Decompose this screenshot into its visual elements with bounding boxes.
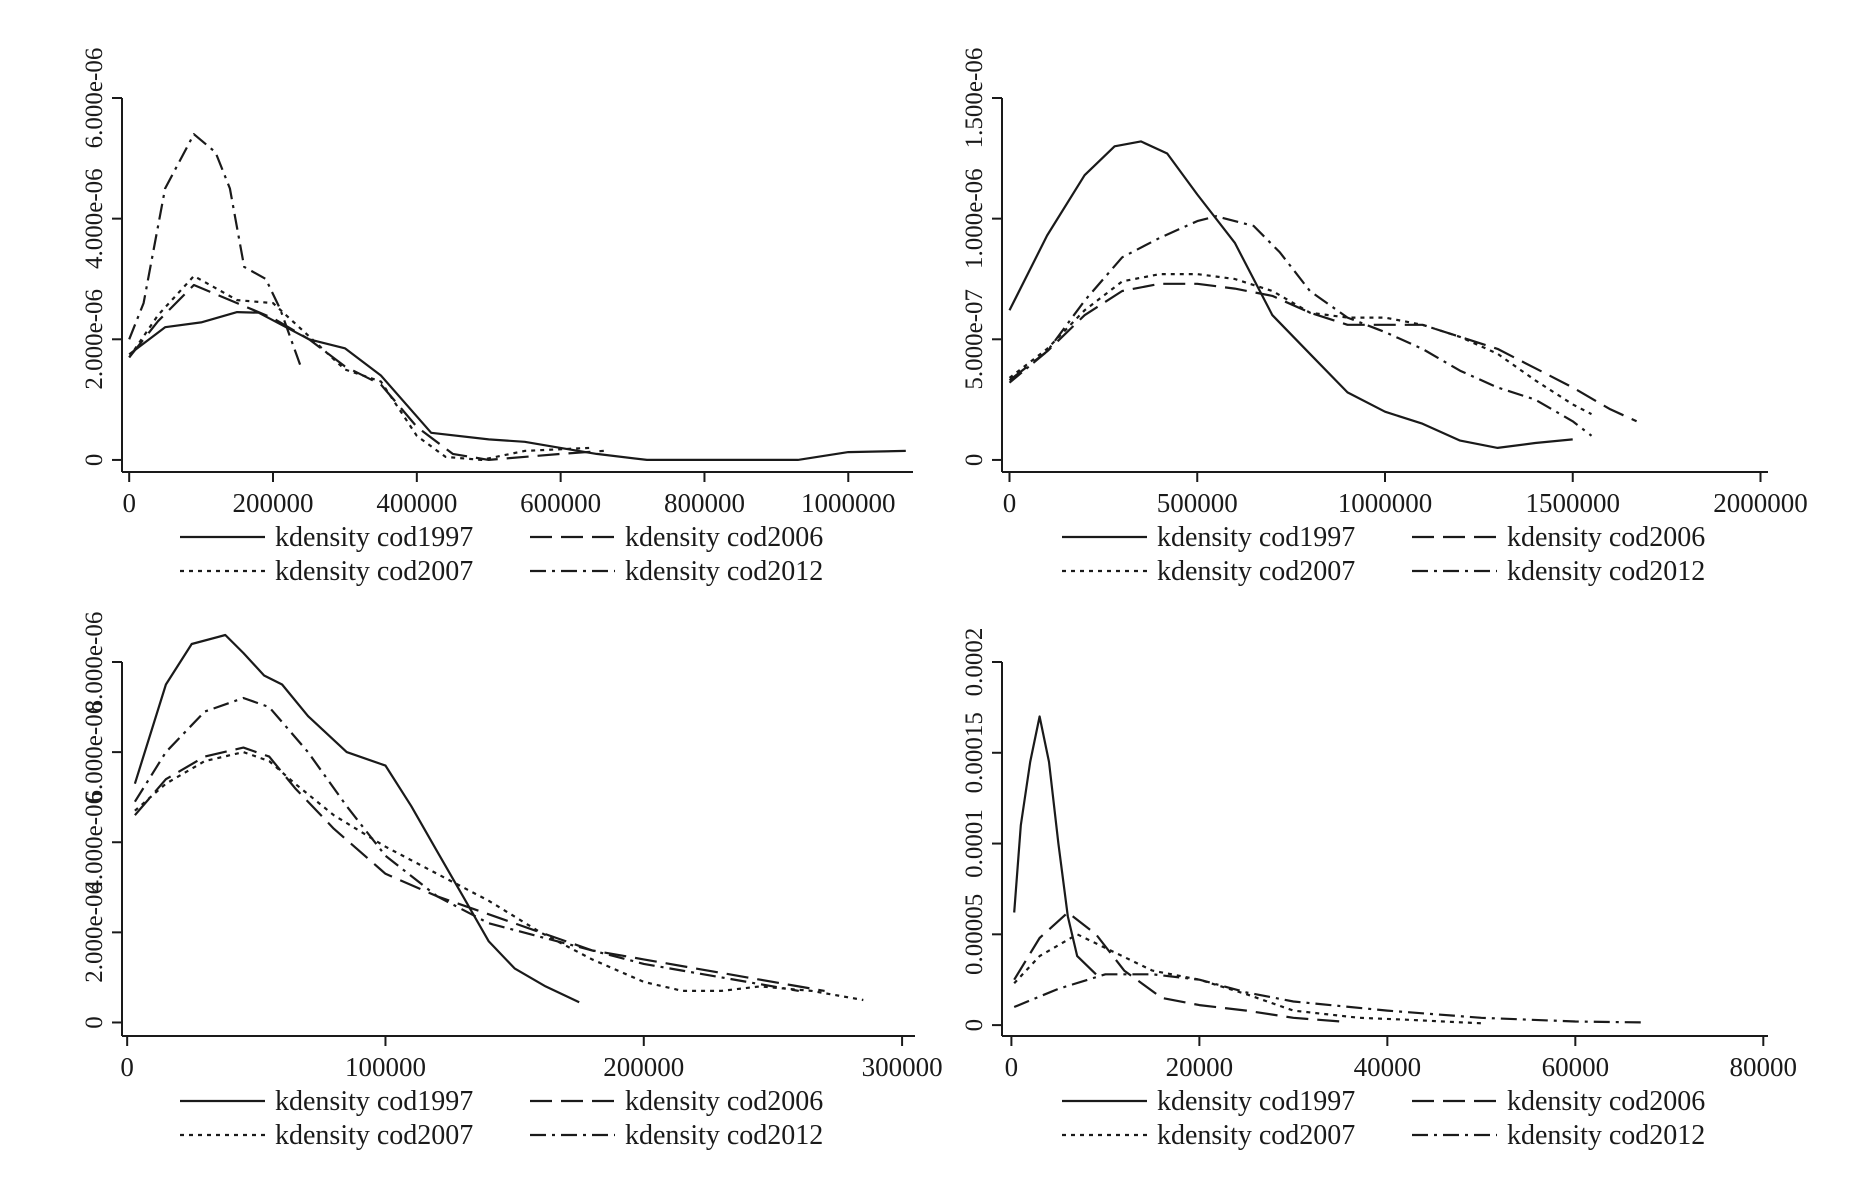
legend-label: kdensity cod2012 — [625, 556, 823, 587]
legend-label: kdensity cod1997 — [1157, 1086, 1355, 1117]
y-tick-label: 4.000e-06 — [81, 792, 108, 893]
series-line-dotted — [1013, 933, 1482, 1025]
series-line-dashdot — [1008, 215, 1593, 437]
x-tick-label: 0 — [1003, 488, 1017, 518]
x-tick-label: 40000 — [1354, 1052, 1422, 1082]
x-tick-label: 200000 — [603, 1052, 684, 1082]
y-tick-label: 2.000e-06 — [81, 289, 108, 390]
y-tick-label: 0.00015 — [961, 712, 988, 793]
x-tick-label: 800000 — [664, 488, 745, 518]
legend-label: kdensity cod2007 — [275, 1120, 473, 1151]
series-line-solid — [133, 633, 580, 1004]
x-tick-label: 80000 — [1730, 1052, 1798, 1082]
x-tick-label: 300000 — [862, 1052, 943, 1082]
y-tick-label: 1.000e-06 — [961, 168, 988, 269]
x-tick-label: 60000 — [1542, 1052, 1610, 1082]
legend-label: kdensity cod2012 — [625, 1120, 823, 1151]
legend-label: kdensity cod2006 — [1507, 1086, 1705, 1117]
series-line-solid — [128, 311, 906, 461]
legend-label: kdensity cod2012 — [1507, 556, 1705, 587]
x-tick-label: 0 — [120, 1052, 134, 1082]
series-line-dashed — [1008, 282, 1638, 423]
y-tick-label: 0 — [81, 1016, 108, 1029]
legend-label: kdensity cod2006 — [625, 522, 823, 553]
y-tick-label: 0.00005 — [961, 894, 988, 975]
chart-panel-4: 0 20000 40000 60000 80000 0 0.00005 0.0001 0.000… — [961, 628, 1797, 1151]
y-tick-label: 8.000e-06 — [81, 612, 108, 713]
x-tick-label: 100000 — [345, 1052, 426, 1082]
legend-label: kdensity cod2006 — [1507, 522, 1705, 553]
series-line-dotted — [134, 751, 864, 1002]
series-line-dashed — [128, 283, 604, 461]
chart-panel-2: 0 500000 1000000 1500000 2000000 0 5.000e-07 1.… — [961, 48, 1808, 587]
x-tick-label: 0 — [1005, 1052, 1019, 1082]
x-tick-label: 1000000 — [1338, 488, 1433, 518]
y-tick-label: 0 — [81, 454, 108, 467]
legend-label: kdensity cod2006 — [625, 1086, 823, 1117]
series-line-solid — [1008, 140, 1573, 449]
x-tick-label: 1500000 — [1525, 488, 1620, 518]
y-tick-label: 5.000e-07 — [961, 289, 988, 390]
series-line-dashdot — [1013, 973, 1642, 1024]
y-tick-label: 6.000e-06 — [81, 48, 108, 149]
x-tick-label: 200000 — [233, 488, 314, 518]
series-line-dotted — [128, 274, 590, 461]
y-tick-label: 0 — [961, 1019, 988, 1032]
x-tick-label: 2000000 — [1713, 488, 1808, 518]
y-tick-label: 4.000e-06 — [81, 168, 108, 269]
x-tick-label: 0 — [122, 488, 136, 518]
legend-label: kdensity cod1997 — [1157, 522, 1355, 553]
x-tick-label: 500000 — [1157, 488, 1238, 518]
legend-label: kdensity cod2007 — [1157, 556, 1355, 587]
chart-panel-1: 0 200000 400000 600000 800000 1000000 0 2.000e-… — [81, 48, 913, 587]
legend-label: kdensity cod2012 — [1507, 1120, 1705, 1151]
series-line-dashdot — [128, 133, 303, 370]
x-tick-label: 600000 — [520, 488, 601, 518]
y-tick-label: 2.000e-06 — [81, 882, 108, 983]
legend-label: kdensity cod2007 — [1157, 1120, 1355, 1151]
y-tick-label: 0 — [961, 454, 988, 467]
series-line-dashed — [134, 746, 825, 992]
y-tick-label: 1.500e-06 — [961, 48, 988, 149]
y-tick-label: 0.0001 — [961, 809, 988, 878]
series-line-dashdot — [133, 696, 799, 992]
y-tick-label: 0.0002 — [961, 628, 988, 697]
y-tick-label: 6.000e-06 — [81, 702, 108, 803]
legend-label: kdensity cod1997 — [275, 522, 473, 553]
series-line-dashed — [1013, 911, 1341, 1023]
x-tick-label: 400000 — [376, 488, 457, 518]
legend-label: kdensity cod2007 — [275, 556, 473, 587]
series-line-dotted — [1008, 273, 1593, 416]
series-line-solid — [1013, 715, 1097, 976]
legend-label: kdensity cod1997 — [275, 1086, 473, 1117]
x-tick-label: 20000 — [1166, 1052, 1234, 1082]
chart-panel-3: 0 100000 200000 300000 0 2.000e-064.000e-066.… — [81, 612, 943, 1151]
x-tick-label: 1000000 — [801, 488, 896, 518]
